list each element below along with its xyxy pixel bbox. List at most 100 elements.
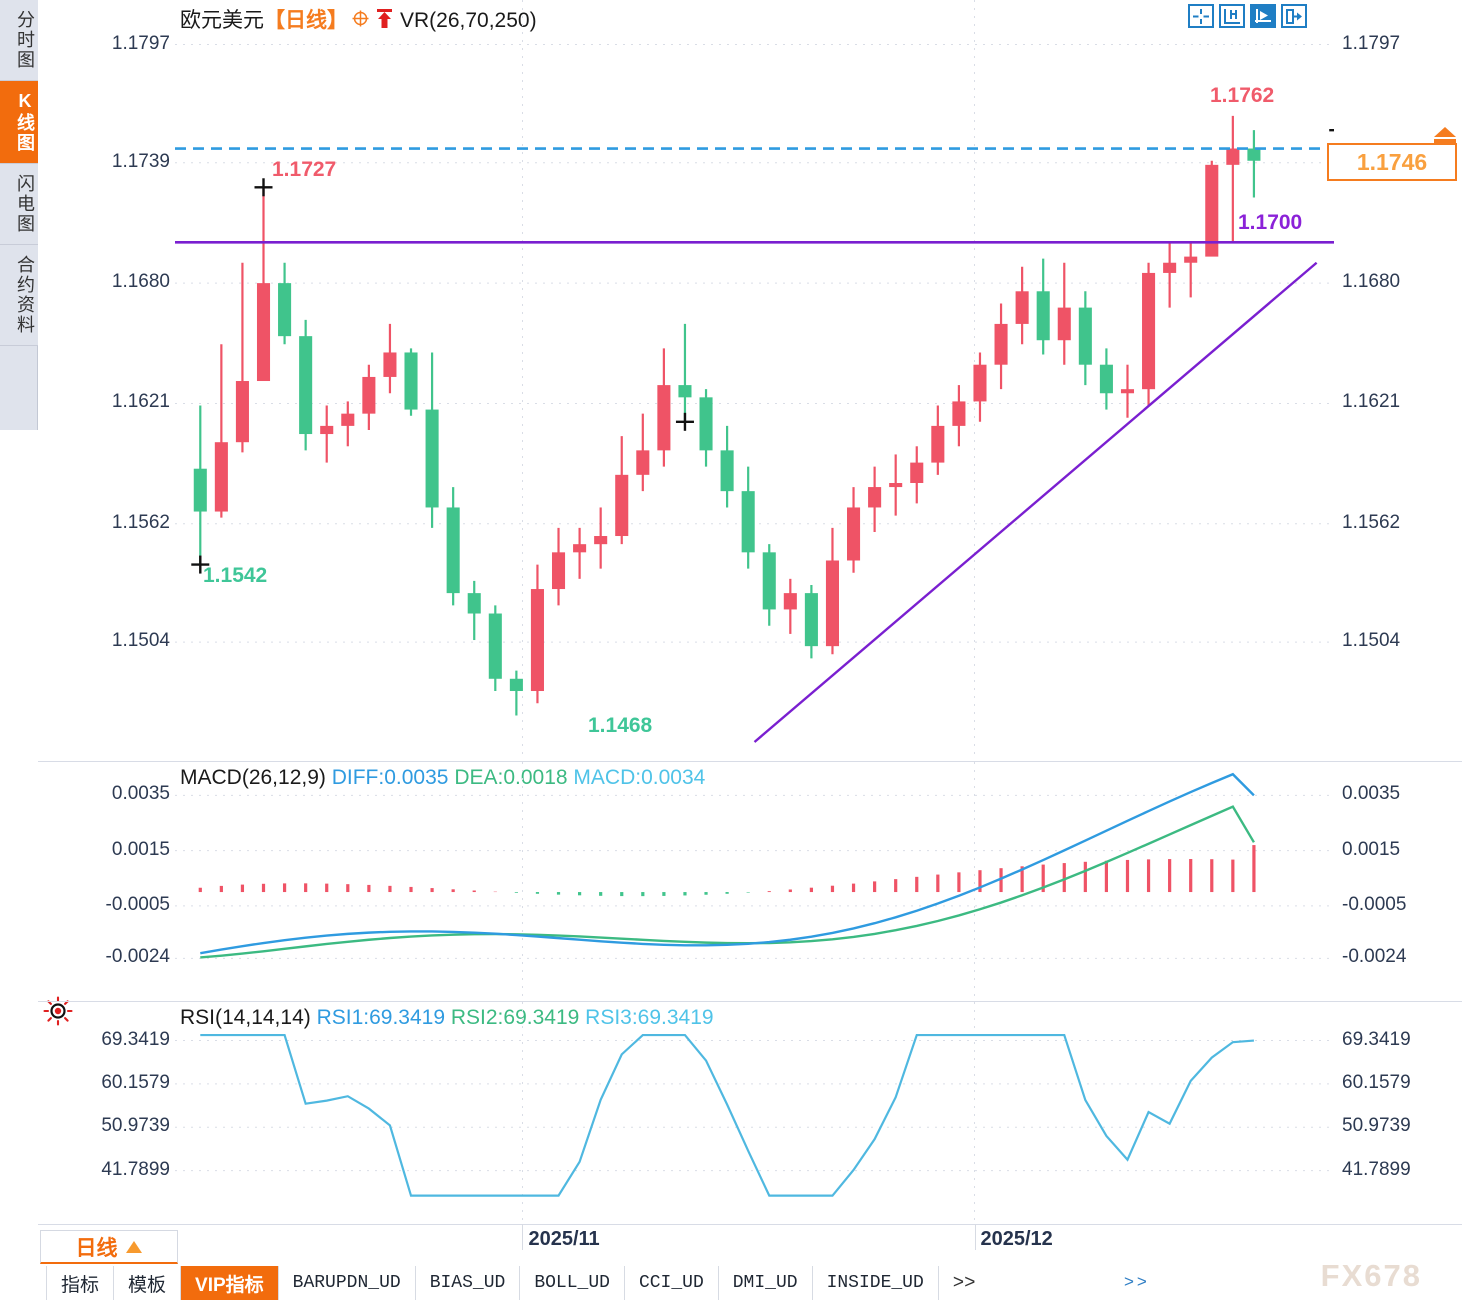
candle-body	[973, 364, 987, 402]
uptrend-line	[753, 261, 1318, 743]
macd-macd-value: MACD:0.0034	[573, 766, 706, 789]
bottom-tab-boll-ud[interactable]: BOLL_UD	[520, 1266, 625, 1300]
bottom-tab-barupdn-ud[interactable]: BARUPDN_UD	[279, 1266, 416, 1300]
rsi-ytick-right-2: 50.9739	[1342, 1115, 1411, 1137]
rsi-chart[interactable]	[175, 1002, 1334, 1224]
price-ytick-left-1: 1.1739	[111, 150, 170, 172]
timeframe-tab-daily[interactable]: 日线	[40, 1230, 178, 1264]
candle-body	[573, 544, 587, 553]
candle-body	[320, 425, 334, 435]
candle-body	[1247, 148, 1261, 161]
candle-body	[762, 552, 776, 610]
macd-ytick-left-3: -0.0024	[105, 946, 170, 968]
level-line-label: 1.1700	[1238, 211, 1303, 234]
candle-body	[235, 381, 249, 443]
rsi-ytick-left-2: 50.9739	[101, 1115, 170, 1137]
crosshair-icon[interactable]	[352, 9, 369, 33]
sidebar-item-candlestick[interactable]: K线图	[0, 81, 38, 164]
price-ytick-left-2: 1.1680	[111, 271, 170, 293]
candle-body	[278, 283, 292, 337]
candle-body	[931, 425, 945, 463]
candle-body	[825, 560, 840, 647]
candle-body	[636, 450, 650, 475]
date-tick-0: 2025/11	[528, 1228, 600, 1250]
rsi2-value: RSI2:69.3419	[450, 1006, 580, 1029]
bottom-tab-cci-ud[interactable]: CCI_UD	[625, 1266, 719, 1300]
crosshair-move-icon[interactable]	[1188, 4, 1214, 28]
candlestick-chart[interactable]	[175, 0, 1348, 760]
candle-body	[994, 323, 1008, 365]
macd-ytick-left-1: 0.0015	[111, 838, 170, 860]
bottom-tab-vip[interactable]: VIP指标	[181, 1266, 279, 1300]
macd-diff-value: DIFF:0.0035	[331, 766, 449, 789]
date-tick-1: 2025/12	[980, 1228, 1053, 1250]
price-ytick-right-2: 1.1680	[1342, 271, 1401, 293]
candle-body	[299, 336, 313, 435]
macd-ytick-right-2: -0.0005	[1342, 893, 1407, 915]
panel-divider-rsi	[38, 1001, 1462, 1002]
candle-body	[1163, 262, 1177, 273]
rsi-ytick-right-3: 41.7899	[1342, 1158, 1411, 1180]
bottom-tab-bias-ud[interactable]: BIAS_UD	[416, 1266, 521, 1300]
macd-diff-line	[200, 772, 1255, 955]
bottom-tab-dmi-ud[interactable]: DMI_UD	[719, 1266, 813, 1300]
candle-body	[467, 593, 481, 614]
price-axis-left: 1.1797 1.1739 1.1680 1.1621 1.1562 1.1504 0.00…	[78, 0, 174, 1248]
price-ytick-right-3: 1.1621	[1342, 391, 1401, 413]
candle-body	[783, 593, 797, 610]
price-ytick-left-3: 1.1621	[111, 391, 170, 413]
exit-icon[interactable]	[1281, 4, 1307, 28]
bottom-tab-[interactable]: 指标	[46, 1266, 115, 1300]
macd-chart[interactable]	[175, 762, 1334, 1000]
rsi-ytick-right-1: 60.1579	[1342, 1071, 1411, 1093]
macd-dea-value: DEA:0.0018	[454, 766, 568, 789]
rsi-ytick-right-0: 69.3419	[1342, 1028, 1411, 1050]
bottom-tabs-overflow[interactable]: >>	[952, 1272, 976, 1294]
macd-panel-header: MACD(26,12,9) DIFF:0.0035 DEA:0.0018 MAC…	[180, 766, 705, 790]
rsi-svg	[175, 1002, 1334, 1224]
macd-ytick-left-2: -0.0005	[105, 893, 170, 915]
candle-body	[1142, 272, 1156, 390]
sun-settings-icon[interactable]	[42, 995, 74, 1027]
candle-body	[1184, 256, 1198, 263]
candle-body	[551, 552, 566, 590]
sidebar-item-lightning[interactable]: 闪电图	[0, 164, 38, 245]
candle-body	[1205, 164, 1219, 257]
macd-ytick-right-0: 0.0035	[1342, 783, 1401, 805]
sidebar-item-timeshare[interactable]: 分时图	[0, 0, 38, 81]
measure-icon[interactable]	[1219, 4, 1245, 28]
indicator-label: VR(26,70,250)	[400, 9, 537, 32]
candle-body	[1099, 364, 1113, 394]
panel-divider-dates	[38, 1224, 1462, 1225]
sidebar-item-contract-info[interactable]: 合约资料	[0, 245, 38, 346]
macd-title: MACD(26,12,9)	[180, 766, 326, 789]
bottom-tab-[interactable]: 模板	[114, 1266, 182, 1300]
zoom-region-icon[interactable]	[1250, 4, 1276, 28]
candle-body	[847, 507, 861, 561]
macd-dea-line	[200, 805, 1255, 959]
candlestick-svg	[175, 0, 1348, 760]
red-up-arrow-icon[interactable]	[375, 8, 394, 35]
candle-body	[615, 474, 629, 537]
candle-body	[446, 507, 460, 594]
candle-body	[594, 536, 608, 545]
candle-body	[256, 283, 271, 382]
price-up-arrow-icon	[1432, 126, 1458, 153]
low-label-bottom: 1.1468	[588, 714, 653, 737]
scroll-indicator: >>	[1124, 1272, 1150, 1291]
candle-body	[509, 678, 523, 692]
candle-body	[488, 613, 502, 679]
candle-body	[341, 413, 355, 426]
rsi-title: RSI(14,14,14)	[180, 1006, 311, 1029]
candle-body	[910, 462, 924, 483]
candle-body	[530, 589, 544, 692]
candle-body	[362, 376, 376, 414]
candle-body	[699, 397, 713, 451]
macd-svg	[175, 762, 1334, 1000]
candle-body	[889, 482, 903, 488]
current-price-tag[interactable]: 1.1746	[1327, 143, 1457, 181]
candle-body	[741, 491, 755, 553]
candle-body	[1078, 307, 1092, 365]
macd-ytick-right-1: 0.0015	[1342, 838, 1401, 860]
bottom-tab-inside-ud[interactable]: INSIDE_UD	[813, 1266, 939, 1300]
